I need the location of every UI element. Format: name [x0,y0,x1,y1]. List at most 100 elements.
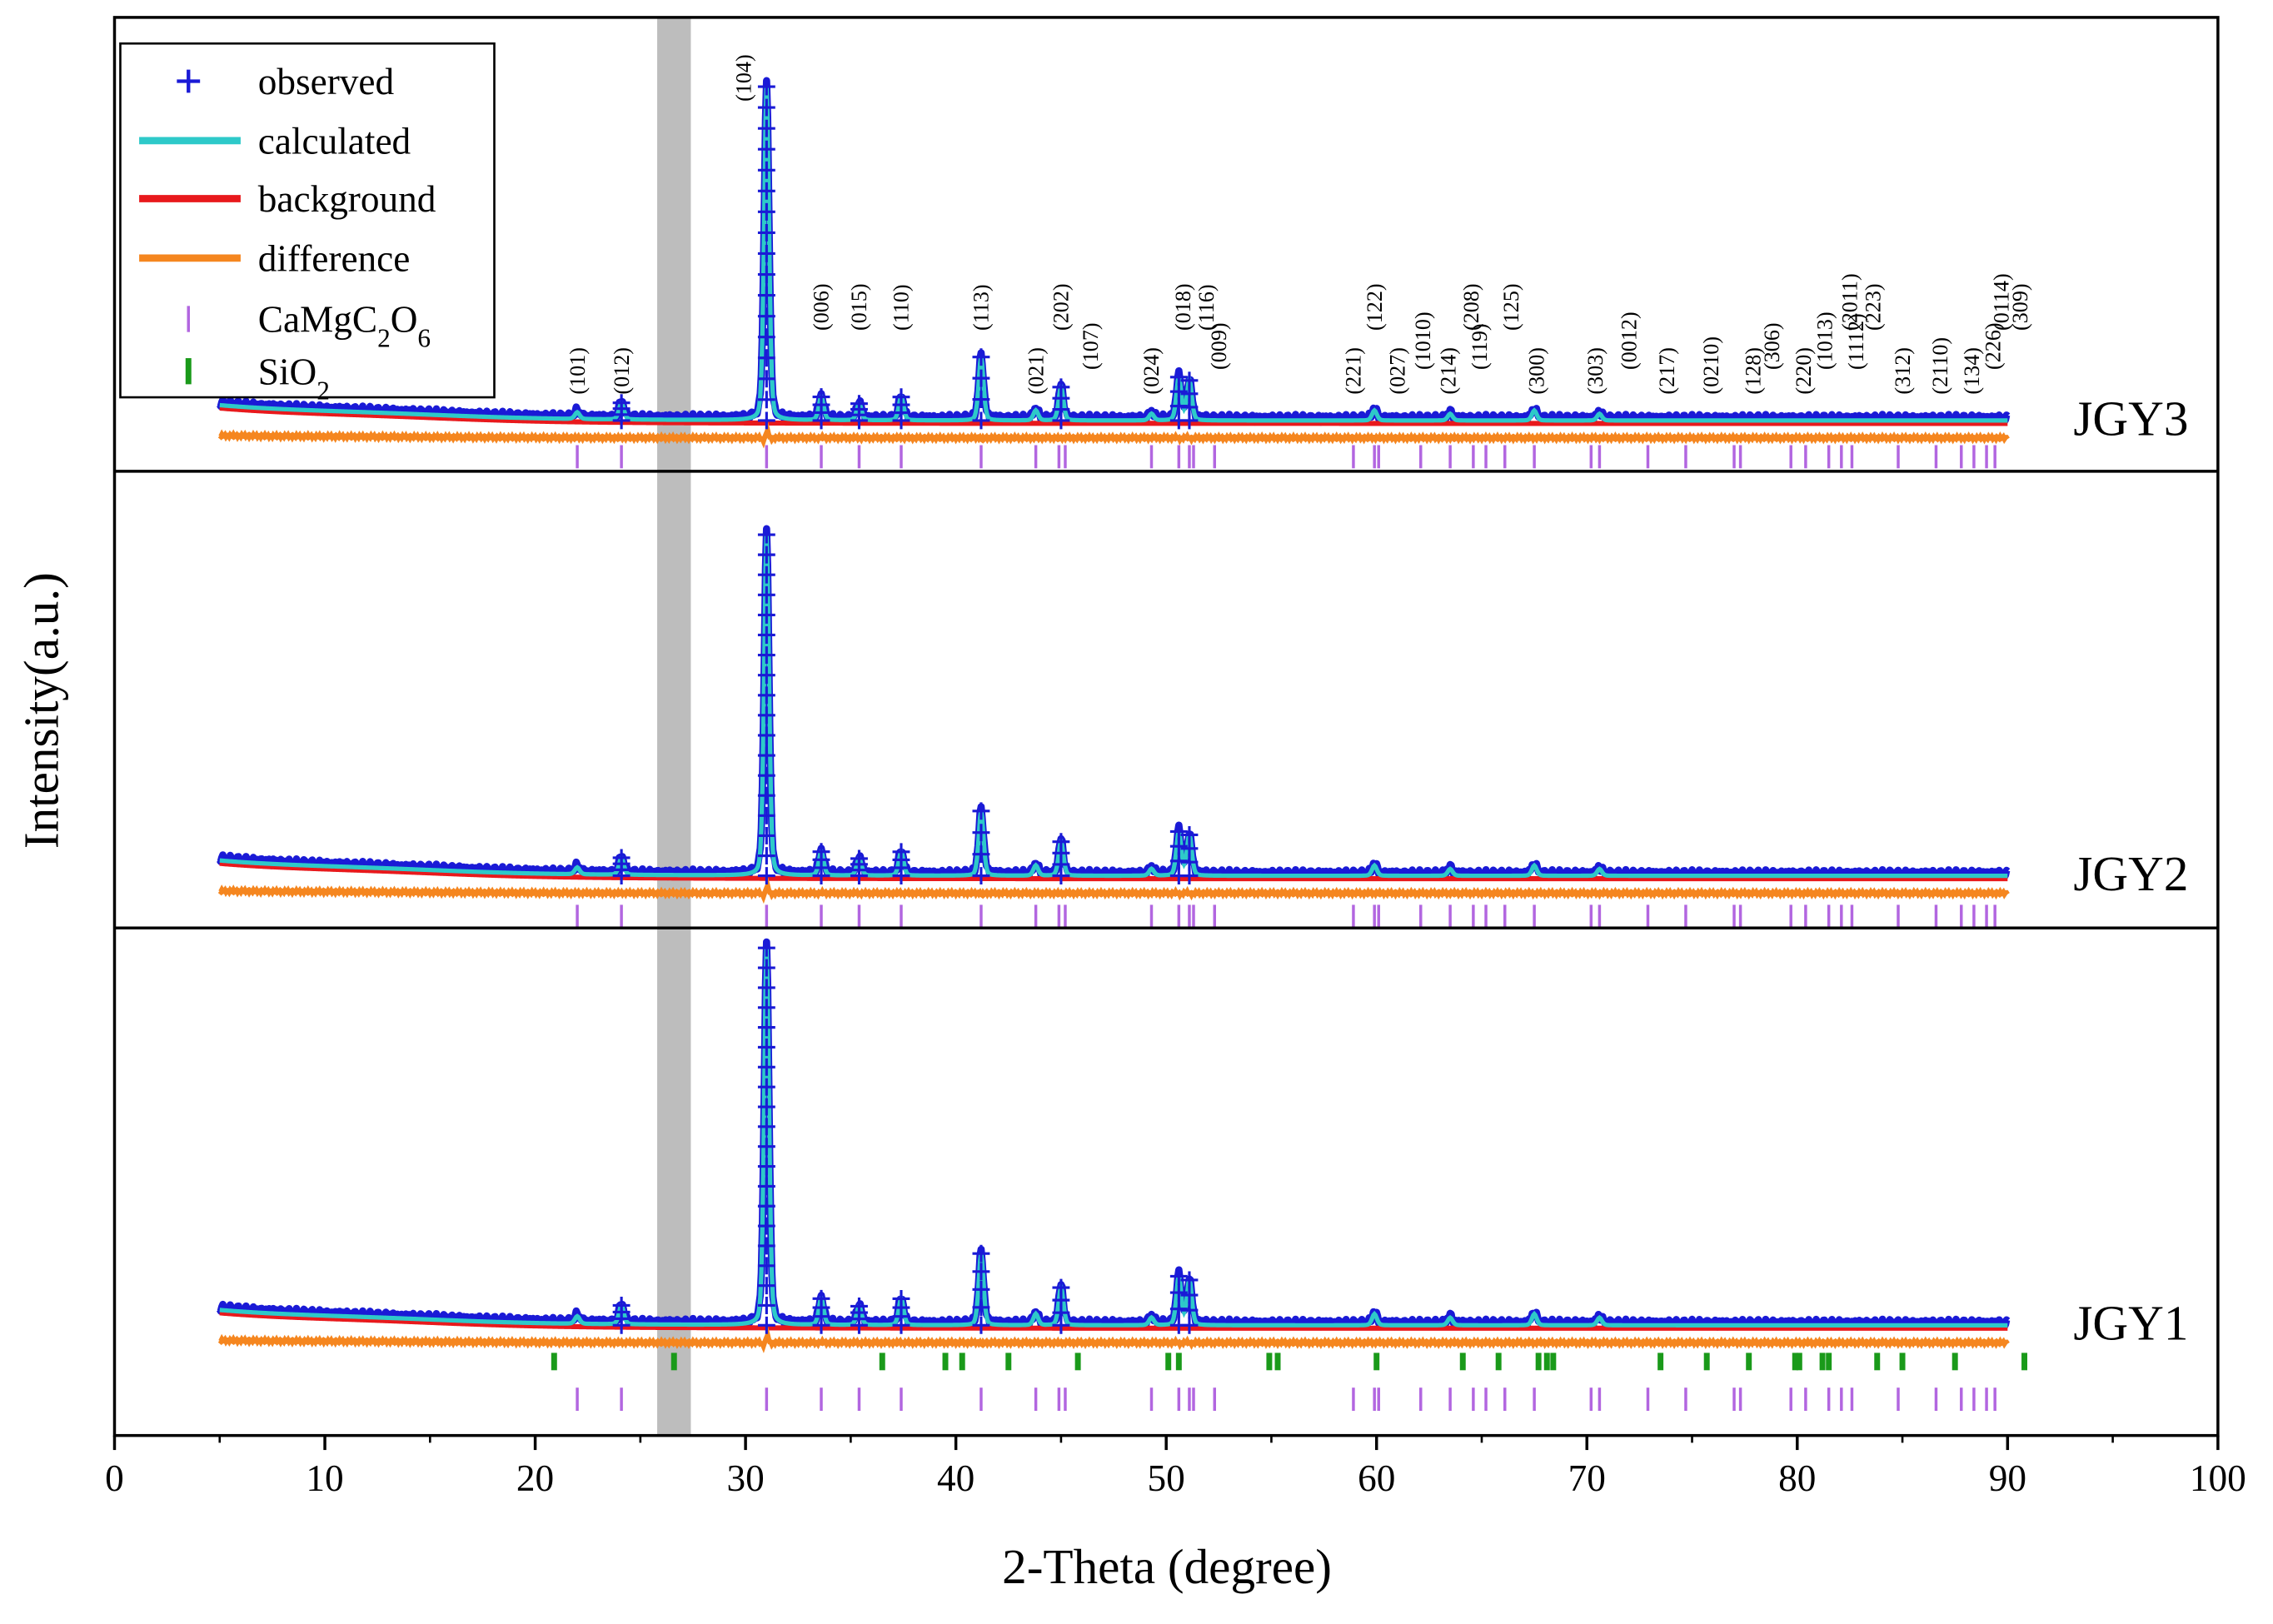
hkl-label: (128) [1741,347,1765,395]
observed-point [757,746,775,765]
observed-point [757,959,775,977]
observed-point [757,286,775,305]
subscript: 2 [377,323,391,352]
difference-trace [217,877,2010,904]
hkl-label: (015) [847,283,871,331]
legend-item-observed: observed [177,61,394,102]
observed-point [757,585,775,604]
x-tick-label: 100 [2190,1457,2246,1499]
sample-label-jgy2: JGY2 [2073,846,2188,901]
x-tick-label: 0 [105,1457,124,1499]
legend-item-difference: difference [139,238,410,280]
x-axis-title: 2-Theta (degree) [1002,1539,1332,1594]
observed-point [972,369,990,387]
calculated-trace [219,534,2008,879]
hkl-label: (122) [1363,283,1387,331]
observed-point [612,867,631,885]
observed-point [757,1138,775,1156]
observed-point [757,1237,775,1255]
observed-point [972,1280,990,1298]
observed-point [757,307,775,326]
panel-jgy3 [217,77,2011,449]
hkl-label: (012) [610,347,634,395]
observed-point [757,98,775,117]
hkl-label: (300) [1524,347,1548,395]
hkl-label: (1013) [1812,311,1837,370]
hkl-label: (0114) [1989,273,2013,331]
x-tick-label: 20 [516,1457,554,1499]
observed-point [812,867,830,885]
observed-point [757,786,775,805]
observed-point [972,1244,990,1263]
background-trace [219,405,2008,426]
observed-point [757,1039,775,1056]
observed-point [1180,411,1199,430]
hkl-label: (119) [1468,323,1492,370]
reflection-ticks-layer [551,445,2028,1412]
x-tick-label: 50 [1148,1457,1185,1499]
hkl-label: (110) [890,284,914,331]
legend-marker [177,69,201,93]
observed-point [1169,837,1188,855]
observed-point [972,411,990,430]
observed-point [757,1058,775,1076]
difference-trace [217,421,2010,449]
x-tick-label: 60 [1358,1457,1395,1499]
observed-point [757,1118,775,1136]
observed-point [757,411,775,430]
legend-item-background: background [139,178,436,220]
hkl-label: (312) [1891,347,1915,395]
legend-box [119,42,496,399]
observed-point [757,223,775,242]
legend-label: observed [258,61,395,102]
hkl-label: (0210) [1699,336,1723,395]
observed-point [757,77,775,96]
observed-point [1180,1286,1199,1304]
observed-point [757,1019,775,1037]
panel-jgy2 [217,525,2011,904]
observed-point [757,766,775,785]
observed-point [757,847,775,864]
observed-point [1052,867,1070,885]
calculated-trace [219,86,2008,423]
observed-point [850,867,868,885]
observed-point [757,1098,775,1116]
shaded-band-layer [657,17,691,1436]
difference-trace [217,1327,2010,1353]
legend: observedcalculatedbackgrounddifferenceCa… [119,42,496,405]
observed-point [757,565,775,584]
observed-point [892,411,910,430]
hkl-label: (220) [1792,347,1816,395]
observed-trace [217,525,2011,882]
observed-point [757,626,775,644]
legend-label: difference [258,238,411,280]
y-axis-title: Intensity(a.u.) [14,572,69,849]
sample-label-jgy3: JGY3 [2073,391,2188,446]
legend-item-calculated: calculated [139,121,411,162]
observed-point [850,1316,868,1334]
hkl-label: (226) [1981,322,2005,370]
hkl-label: (021) [1024,347,1048,395]
observed-point [972,1298,990,1317]
observed-point [757,245,775,262]
observed-point [757,706,775,725]
hkl-label: (1010) [1411,311,1435,370]
observed-point [1052,1316,1070,1334]
hkl-label: (1112) [1844,313,1868,370]
observed-point [1180,1271,1199,1289]
observed-point [972,391,990,408]
observed-point [892,867,910,885]
traces-layer [217,77,2011,1353]
hkl-label: (134) [1960,347,1984,395]
observed-point [757,646,775,665]
hkl-label: (113) [970,284,994,331]
observed-point [892,1316,910,1334]
observed-point [757,826,775,844]
observed-point [757,939,775,957]
hkl-label: (306) [1760,322,1784,370]
observed-point [850,411,868,430]
hkl-label: (0012) [1617,311,1641,370]
hkl-label: (107) [1079,322,1103,370]
observed-point [757,161,775,179]
observed-point [757,1078,775,1096]
